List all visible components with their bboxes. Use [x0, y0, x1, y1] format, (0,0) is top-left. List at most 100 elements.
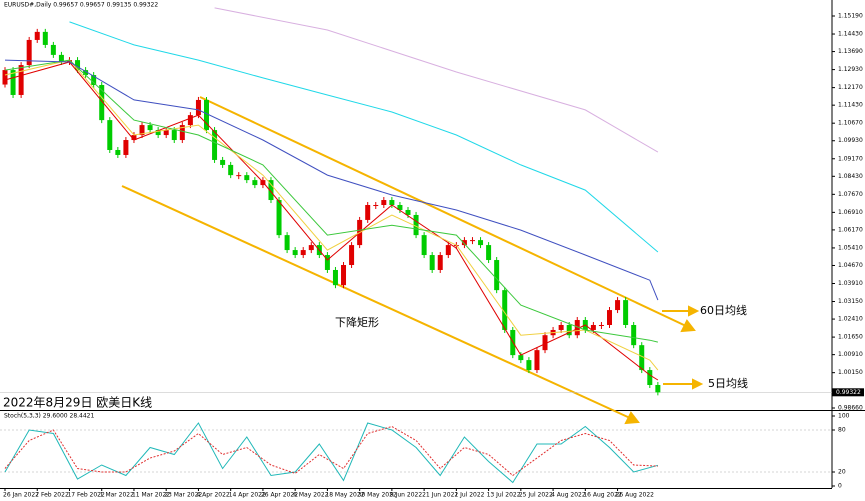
candle [66, 60, 72, 63]
candle [445, 245, 451, 256]
candle [389, 200, 395, 206]
arrow-head [624, 411, 640, 425]
x-tick-label: 30 May 2022 [358, 492, 397, 499]
channel-lower [121, 185, 631, 419]
candle [147, 125, 153, 131]
candle [91, 75, 97, 86]
x-tick-label: 4 Aug 2022 [551, 492, 586, 499]
candle [590, 324, 596, 330]
y-tick-label: 1.02410 [838, 316, 863, 323]
y-tick-label: 1.11430 [838, 102, 863, 109]
arrow-head [692, 378, 704, 390]
candle [558, 324, 564, 330]
candle [526, 360, 532, 371]
candle [10, 70, 16, 95]
y-tick-label: 1.04670 [838, 262, 863, 269]
x-tick-label: 26 Apr 2022 [261, 492, 298, 499]
y-tick-label: 1.00910 [838, 351, 863, 358]
candle [2, 70, 8, 85]
candle [187, 115, 193, 126]
candle [139, 125, 145, 136]
candle [405, 209, 411, 215]
candle [623, 300, 629, 325]
candle [163, 130, 169, 136]
x-tick-label: 1 Mar 2022 [100, 492, 134, 499]
candle [502, 290, 508, 330]
candle [341, 265, 347, 286]
x-tick-label: 7 Feb 2022 [35, 492, 69, 499]
channel [121, 96, 704, 425]
candle [75, 60, 81, 71]
candle [123, 140, 129, 155]
candle [42, 31, 48, 45]
candle [34, 31, 40, 40]
candle [171, 130, 177, 141]
stoch-tick-label: 0 [838, 483, 842, 490]
candle [469, 240, 475, 242]
y-tick-label: 1.12170 [838, 84, 863, 91]
annotation: 下降矩形 [335, 315, 379, 329]
channel-upper [199, 96, 687, 327]
annotation: 60日均线 [700, 303, 747, 317]
y-tick-label: 1.06910 [838, 209, 863, 216]
candle [284, 235, 290, 251]
y-tick-label: 1.10670 [838, 120, 863, 127]
x-tick-label: 4 Apr 2022 [196, 492, 229, 499]
candle [534, 350, 540, 371]
candle [631, 324, 637, 346]
candle [615, 300, 621, 311]
y-tick-label: 1.12930 [838, 66, 863, 73]
candle [99, 85, 105, 121]
candle [107, 120, 113, 150]
candle [300, 250, 306, 256]
last-price-box [832, 388, 864, 397]
arrow-head [688, 305, 700, 317]
candle [252, 180, 258, 186]
indicator-line [69, 21, 659, 253]
x-tick-label: 11 Mar 2022 [132, 492, 170, 499]
candle [639, 345, 645, 371]
x-tick-label: 16 Aug 2022 [583, 492, 622, 499]
candle [542, 335, 548, 351]
indicator-line [4, 59, 659, 371]
candle [437, 255, 443, 270]
y-tick-label: 1.01650 [838, 334, 863, 341]
candle [50, 44, 56, 55]
candle [381, 200, 387, 206]
indicator-line [4, 59, 659, 301]
candle [324, 255, 330, 270]
x-tick-label: 26 Jan 2022 [3, 492, 39, 499]
candle [413, 214, 419, 236]
annotation: 5日均线 [708, 376, 748, 390]
candle [18, 65, 24, 95]
candle [308, 245, 314, 251]
candle [228, 164, 234, 176]
candle [83, 70, 89, 76]
candle [155, 130, 161, 136]
candle [518, 355, 524, 361]
candle [607, 310, 612, 325]
arrow-head [680, 319, 696, 333]
y-tick-label: 1.06170 [838, 226, 863, 233]
candle [486, 245, 492, 261]
chart-header: EURUSD#,Daily 0.99657 0.99657 0.99135 0.… [4, 2, 158, 9]
candle [478, 240, 484, 246]
candle [655, 384, 661, 393]
candle [397, 205, 403, 210]
y-tick-label: 1.05410 [838, 244, 863, 251]
candle [365, 205, 371, 220]
x-tick-label: 18 May 2022 [325, 492, 364, 499]
stoch-label: Stoch(5,3,3) 29.6000 28.4421 [4, 413, 95, 420]
x-tick-label: 23 Mar 2022 [164, 492, 202, 499]
candle [236, 175, 242, 177]
x-tick-label: 13 Jul 2022 [487, 492, 521, 499]
candle [421, 235, 427, 256]
candle [292, 250, 298, 256]
candle [131, 135, 137, 141]
x-tick-label: 26 Aug 2022 [616, 492, 655, 499]
y-tick-label: 1.14430 [838, 31, 863, 38]
y-tick-label: 1.00150 [838, 369, 863, 376]
candle [276, 200, 282, 236]
